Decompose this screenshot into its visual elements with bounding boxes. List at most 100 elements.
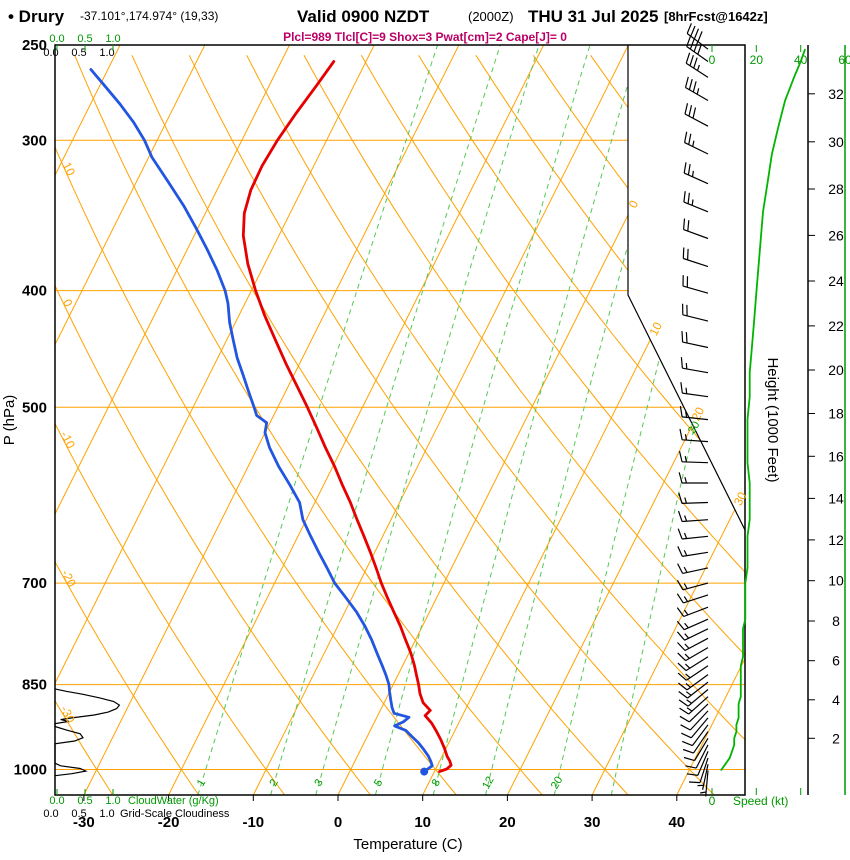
- pressure-axis-title: P (hPa): [1, 395, 18, 446]
- wind-barb-tick: [685, 765, 697, 769]
- pressure-tick-label: 500: [22, 399, 47, 416]
- wind-barb-tick: [677, 510, 683, 522]
- isotherm-line: [676, 45, 745, 795]
- cloudwater-axis-title: CloudWater (g/Kg): [128, 795, 219, 807]
- temp-tick-label: 20: [499, 814, 516, 831]
- speed-tick-label: 20: [750, 53, 764, 67]
- valid-time-z: (2000Z): [468, 9, 514, 24]
- wind-barb-staff: [691, 724, 709, 746]
- dry-adiabat-line: [246, 55, 745, 795]
- dry-adiabat-line: [55, 55, 371, 795]
- temp-tick-label: -30: [73, 814, 95, 831]
- wind-barb-tick: [686, 23, 692, 34]
- mixing-ratio-label: 5: [372, 777, 385, 788]
- wind-barb-staff: [683, 618, 709, 631]
- wind-barb-staff: [689, 710, 709, 731]
- wind-barb-half-tick: [683, 549, 688, 556]
- wind-barb-tick: [687, 192, 690, 204]
- wind-barb-tick: [677, 652, 686, 662]
- pressure-tick-label: 250: [22, 37, 47, 54]
- isotherm-line: [168, 45, 545, 795]
- temp-tick-label: 10: [414, 814, 431, 831]
- wind-barb-tick: [683, 218, 686, 230]
- wind-barb-tick: [682, 247, 685, 259]
- wind-barb-tick: [679, 406, 683, 417]
- wind-barb-tick: [697, 31, 703, 42]
- temp-tick-label: 0: [334, 814, 342, 831]
- wind-barb-tick: [677, 546, 683, 557]
- pressure-tick-label: 850: [22, 677, 47, 694]
- wind-barb-staff: [690, 717, 709, 739]
- wind-barb-tick: [677, 672, 687, 681]
- isotherm-line: [55, 45, 290, 795]
- height-tick-label: 28: [828, 181, 844, 197]
- cloudiness-scale-tick: 0.5: [71, 47, 86, 59]
- wind-barb-tick: [683, 162, 687, 174]
- wind-barb-half-tick: [683, 566, 688, 573]
- wind-barb-half-tick: [692, 140, 695, 147]
- wind-barb-tick: [680, 357, 683, 369]
- wind-barbs: [676, 23, 709, 797]
- wind-barb-tick: [688, 133, 692, 145]
- wind-barb-half-tick: [686, 699, 692, 704]
- height-tick-label: 16: [828, 448, 844, 464]
- temp-tick-label: -20: [158, 814, 180, 831]
- wind-barb-tick: [682, 748, 694, 754]
- wind-barb-tick: [697, 43, 703, 55]
- dry-adiabat-line: [55, 55, 286, 795]
- gridscale-axis-title: Grid-Scale Cloudiness: [120, 808, 230, 820]
- pressure-tick-labels: 250 300 400 500 700 850 1000: [14, 37, 47, 779]
- isotherm-line: [55, 45, 375, 795]
- wind-barb-half-tick: [683, 532, 688, 539]
- wind-speed-curve: [720, 48, 806, 772]
- temperature-axis-title: Temperature (C): [353, 836, 462, 853]
- wind-barb-half-tick: [684, 477, 688, 484]
- wind-barb-tick: [688, 78, 693, 90]
- height-tick-label: 18: [828, 405, 844, 421]
- pressure-tick-label: 700: [22, 575, 47, 592]
- wind-barb-staff: [683, 172, 709, 185]
- valid-date: THU 31 Jul 2025: [528, 7, 658, 26]
- wind-barb-half-tick: [684, 455, 688, 463]
- cloudiness-scale-tick: 0.0: [43, 808, 58, 820]
- wind-barb-tick: [684, 76, 689, 88]
- wind-barb-half-tick: [696, 64, 700, 71]
- wind-barb-half-tick: [696, 88, 700, 95]
- mixing-ratio-label: 20: [549, 775, 566, 792]
- wind-barb-staff: [695, 744, 709, 769]
- wind-barb-tick: [683, 191, 686, 203]
- station-coords: -37.101°,174.974° (19,33): [80, 9, 218, 23]
- dry-adiabat-line: [647, 55, 745, 795]
- height-tick-label: 2: [832, 730, 840, 746]
- isotherm-label: 10: [646, 320, 665, 339]
- wind-barb-tick: [689, 38, 695, 50]
- wind-barb-tick: [688, 781, 701, 784]
- isotherm-lines: [55, 45, 745, 795]
- cloudwater-scale-tick: 1.0: [105, 33, 120, 45]
- wind-barb-half-tick: [685, 387, 688, 394]
- wind-barb-staff: [683, 257, 709, 268]
- cloudwater-scale-tick: 0.0: [49, 795, 64, 807]
- isotherm-label: 30: [731, 489, 750, 508]
- temp-tick-label: 30: [584, 814, 601, 831]
- cloudwater-scale-tick: 1.0: [105, 795, 120, 807]
- wind-barb-tick: [678, 450, 683, 462]
- wind-barb-tick: [684, 131, 688, 143]
- wind-barb-tick: [676, 631, 686, 641]
- wind-barb-half-tick: [683, 596, 689, 602]
- wind-barb-tick: [679, 428, 683, 440]
- wind-barb-half-tick: [684, 497, 688, 504]
- isotherm-line: [252, 45, 629, 795]
- height-tick-label: 4: [832, 692, 840, 708]
- temp-tick-label: -10: [242, 814, 264, 831]
- speed-axis-title: Speed (kt): [733, 794, 788, 808]
- wind-barb-half-tick: [685, 683, 691, 688]
- cloudiness-scale-tick: 0.5: [71, 808, 86, 820]
- wind-barb-half-tick: [684, 653, 690, 659]
- wind-barb-staff: [684, 628, 709, 641]
- wind-barb-tick: [677, 528, 683, 540]
- speed-tick-label: 0: [709, 794, 716, 808]
